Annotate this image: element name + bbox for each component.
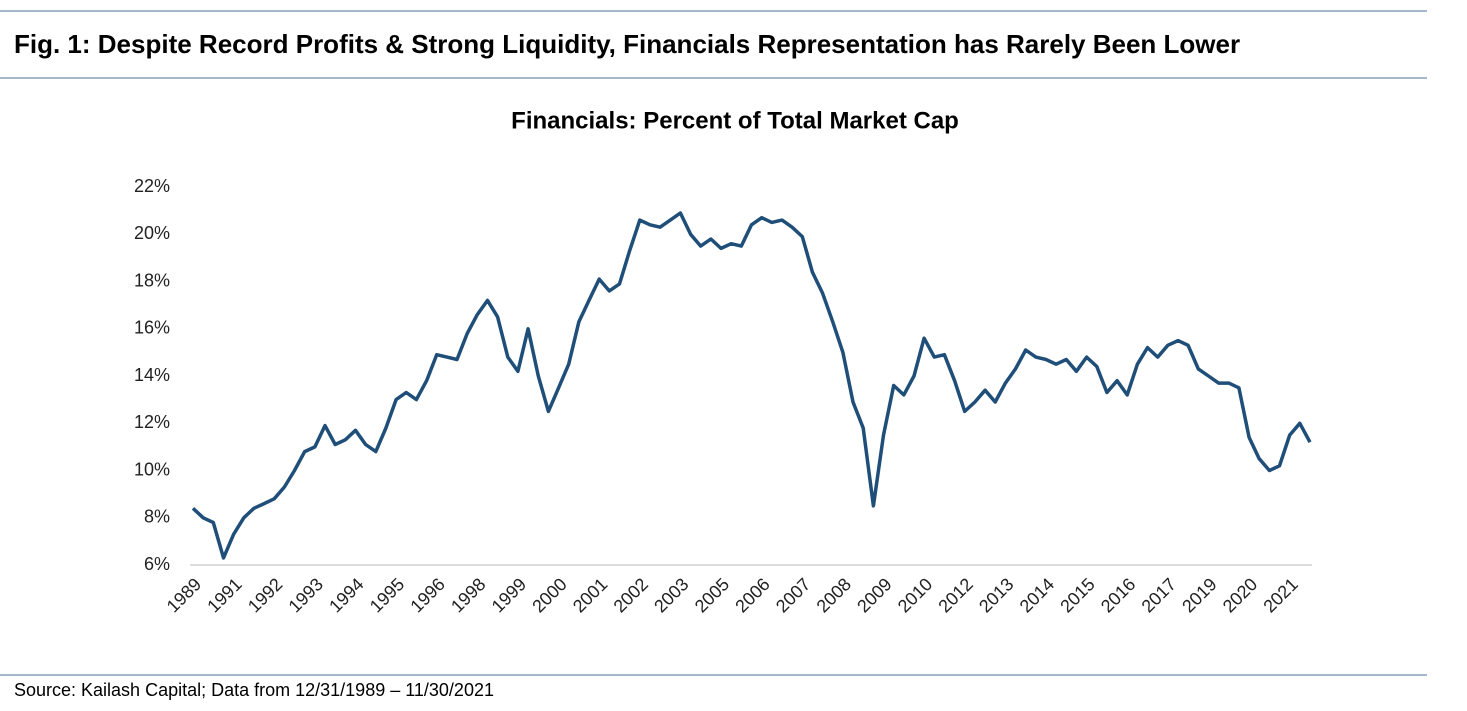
x-tick-label: 1995 [366,574,408,616]
x-tick-label: 1991 [203,574,245,616]
x-tick-label: 1993 [285,574,327,616]
x-tick-label: 2005 [691,574,733,616]
y-tick-label: 12% [134,412,170,432]
x-tick-label: 1992 [244,574,286,616]
x-tick-label: 2002 [610,574,652,616]
x-tick-label: 2007 [772,574,814,616]
x-tick-label: 2016 [1097,574,1139,616]
x-tick-label: 2006 [731,574,773,616]
x-tick-label: 2015 [1056,574,1098,616]
chart-title: Financials: Percent of Total Market Cap [511,107,959,134]
y-tick-label: 16% [134,318,170,338]
x-tick-label: 1999 [488,574,530,616]
x-tick-label: 2021 [1259,574,1301,616]
figure-title: Fig. 1: Despite Record Profits & Strong … [14,29,1240,59]
x-tick-label: 1994 [325,574,367,616]
x-tick-label: 2019 [1178,574,1220,616]
x-tick-label: 2000 [528,574,570,616]
x-tick-label: 1998 [447,574,489,616]
x-tick-label: 2020 [1219,574,1261,616]
source-note: Source: Kailash Capital; Data from 12/31… [14,680,494,700]
x-tick-label: 2010 [894,574,936,616]
x-tick-label: 2017 [1138,574,1180,616]
data-line [191,211,1312,560]
y-tick-label: 6% [144,554,170,574]
x-tick-label: 2008 [813,574,855,616]
x-tick-label: 1989 [163,574,205,616]
x-tick-label: 2012 [934,574,976,616]
y-tick-label: 20% [134,223,170,243]
x-tick-label: 2003 [650,574,692,616]
x-tick-label: 2014 [1016,574,1058,616]
y-tick-label: 10% [134,459,170,479]
x-tick-label: 2001 [569,574,611,616]
x-tick-label: 2009 [853,574,895,616]
y-tick-label: 18% [134,270,170,290]
y-tick-label: 22% [134,176,170,196]
x-tick-label: 1996 [406,574,448,616]
x-tick-label: 2013 [975,574,1017,616]
y-tick-label: 8% [144,507,170,527]
y-tick-label: 14% [134,365,170,385]
